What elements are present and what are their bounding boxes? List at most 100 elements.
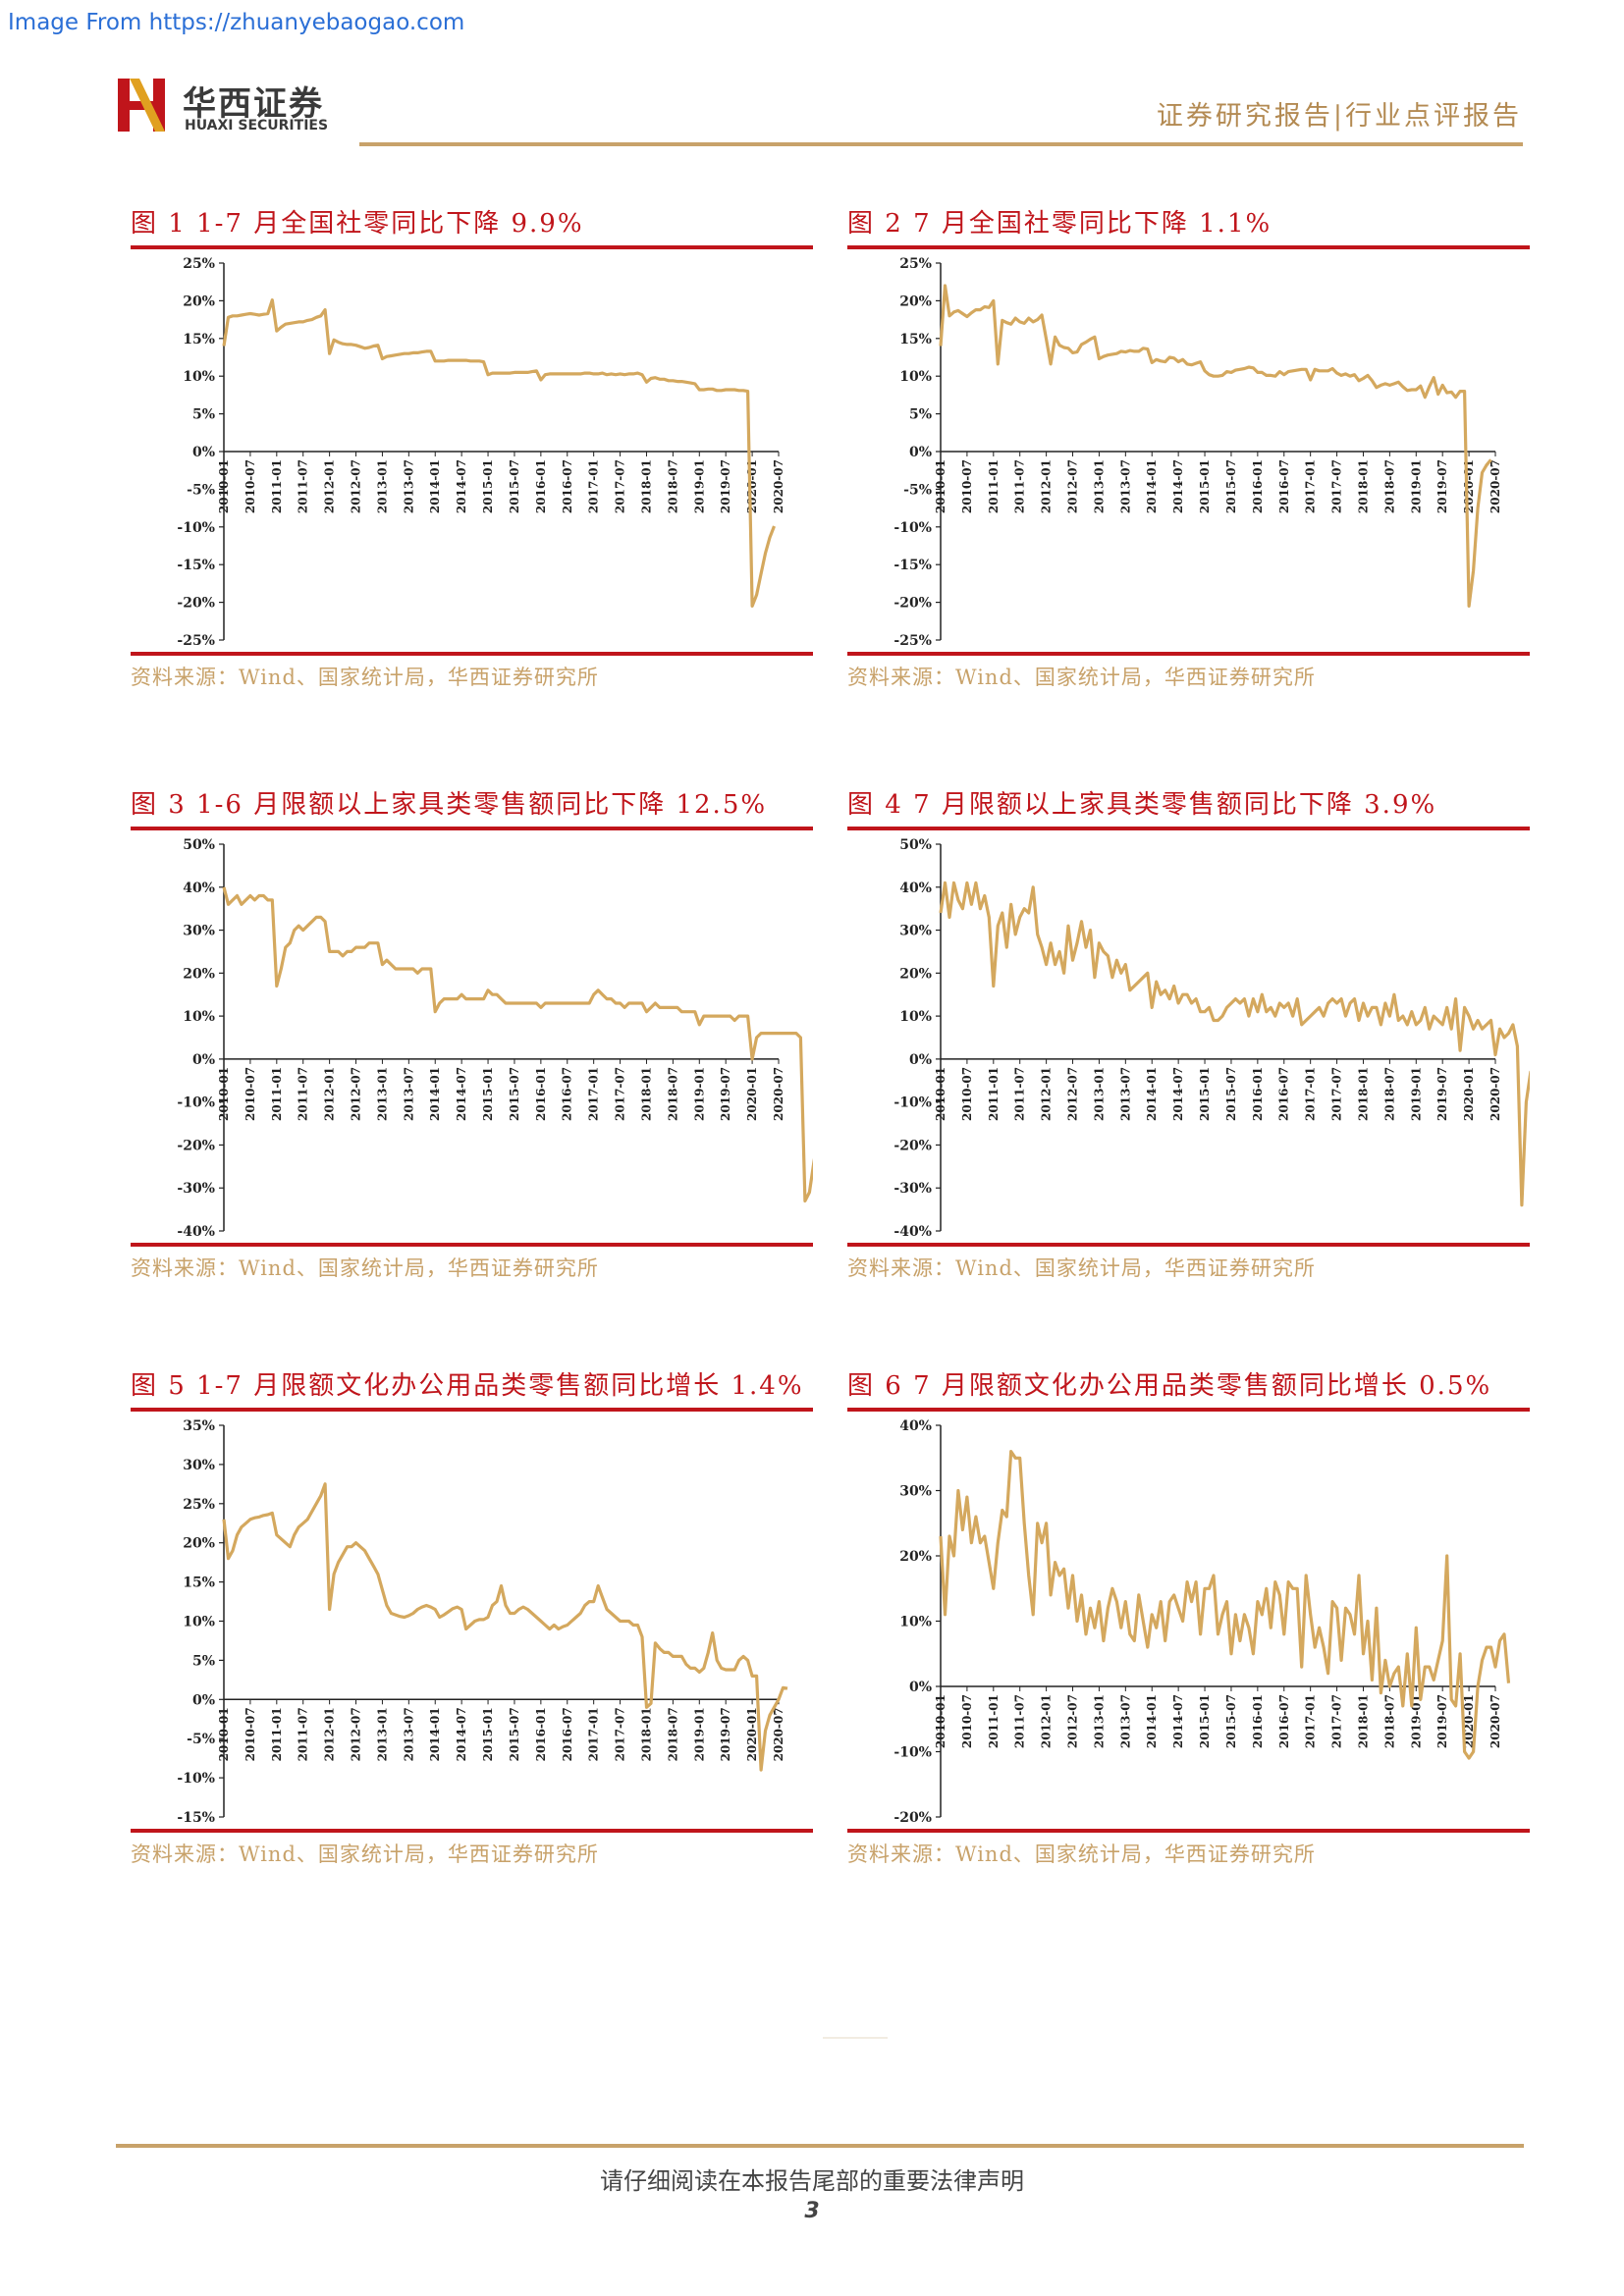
x-tick-label: 2017-07 <box>1330 459 1344 513</box>
x-tick-label: 2018-07 <box>666 459 679 513</box>
x-tick-label: 2019-07 <box>1435 1694 1449 1748</box>
y-tick-label: 50% <box>183 837 215 853</box>
y-tick-label: -10% <box>893 1095 932 1111</box>
figure-top-rule <box>131 245 813 249</box>
x-tick-label: 2012-07 <box>1066 459 1080 513</box>
y-tick-label: 0% <box>192 1692 215 1708</box>
x-tick-label: 2011-01 <box>987 1067 1001 1121</box>
x-tick-label: 2016-01 <box>1251 459 1265 513</box>
series-line <box>222 886 813 1202</box>
x-tick-label: 2015-07 <box>508 1707 521 1761</box>
x-tick-label: 2012-07 <box>350 459 363 513</box>
x-tick-label: 2020-01 <box>745 1067 759 1121</box>
x-tick-label: 2011-07 <box>1013 1694 1027 1748</box>
x-tick-label: 2017-07 <box>1330 1067 1344 1121</box>
x-tick-label: 2019-01 <box>1409 1694 1423 1748</box>
figure-top-rule <box>131 827 813 830</box>
chart-figure-5: 35% 30% 25% 20% 15% 10% 5% 0% -5% -10% -15% 2010-01… <box>177 1418 788 1826</box>
x-tick-label: 2011-01 <box>270 1707 284 1761</box>
x-tick-label: 2013-07 <box>1118 1694 1132 1748</box>
y-tick-label: 10% <box>899 369 932 385</box>
y-tick-label: 35% <box>183 1418 215 1434</box>
x-tick-label: 2010-01 <box>934 1694 947 1748</box>
figure-1: 图 1 1-7 月全国社零同比下降 9.9% 25% 20% 15% 10% 5% 0% -… <box>131 206 813 691</box>
x-tick-label: 2010-07 <box>960 459 974 513</box>
figure-top-rule <box>847 1408 1530 1412</box>
x-tick-label: 2020-07 <box>772 459 785 513</box>
y-tick-label: 0% <box>909 1680 932 1695</box>
figure-2: 图 2 7 月全国社零同比下降 1.1% 25% 20% 15% 10% 5% 0% -5%… <box>847 206 1530 691</box>
x-tick-label: 2013-01 <box>1092 459 1106 513</box>
y-tick-label: -15% <box>177 558 215 573</box>
x-tick-label: 2014-01 <box>428 459 442 513</box>
y-tick-label: 20% <box>899 294 932 309</box>
logo-text-cn: 华西证券 <box>183 84 324 124</box>
y-tick-label: -40% <box>893 1224 932 1240</box>
x-tick-label: 2014-07 <box>1171 459 1185 513</box>
x-tick-label: 2015-01 <box>481 459 495 513</box>
series-line <box>222 1482 788 1772</box>
x-tick-label: 2019-01 <box>692 459 706 513</box>
y-tick-label: -10% <box>177 1771 215 1787</box>
y-tick-label: 30% <box>899 924 932 939</box>
legal-disclaimer: 请仔细阅读在本报告尾部的重要法律声明 <box>600 2167 1024 2195</box>
y-tick-label: 15% <box>183 332 215 347</box>
footer-divider <box>116 2144 1524 2148</box>
y-tick-label: 40% <box>183 881 215 896</box>
x-tick-label: 2010-07 <box>244 1707 257 1761</box>
figure-top-rule <box>847 827 1530 830</box>
x-tick-label: 2020-07 <box>772 1707 785 1761</box>
y-tick-label: 20% <box>183 1536 215 1552</box>
x-tick-label: 2016-07 <box>561 459 574 513</box>
figure-source: 资料来源：Wind、国家统计局，华西证券研究所 <box>847 666 1316 689</box>
x-tick-label: 2017-01 <box>1304 1694 1318 1748</box>
figure-top-rule <box>131 1408 813 1412</box>
x-tick-label: 2012-07 <box>1066 1067 1080 1121</box>
y-tick-label: 40% <box>899 881 932 896</box>
y-tick-label: 25% <box>183 256 215 272</box>
x-tick-label: 2014-01 <box>428 1707 442 1761</box>
y-tick-label: -30% <box>893 1181 932 1197</box>
y-tick-label: -30% <box>177 1181 215 1197</box>
x-tick-label: 2015-07 <box>1224 459 1238 513</box>
x-tick-label: 2015-01 <box>481 1067 495 1121</box>
series-line <box>939 284 1492 608</box>
x-tick-label: 2013-01 <box>1092 1067 1106 1121</box>
y-tick-label: 30% <box>183 1458 215 1473</box>
y-tick-label: 10% <box>899 1009 932 1025</box>
x-tick-label: 2010-01 <box>934 1067 947 1121</box>
x-tick-label: 2019-07 <box>1435 459 1449 513</box>
x-tick-label: 2018-07 <box>666 1707 679 1761</box>
x-tick-label: 2018-01 <box>1356 1694 1370 1748</box>
x-tick-label: 2014-01 <box>1145 1067 1159 1121</box>
source-banner[interactable]: Image From https://zhuanyebaogao.com <box>8 10 465 35</box>
x-tick-label: 2018-01 <box>1356 1067 1370 1121</box>
y-tick-label: -15% <box>893 558 932 573</box>
x-tick-label: 2013-07 <box>402 459 415 513</box>
x-tick-label: 2018-07 <box>1382 1694 1396 1748</box>
x-tick-label: 2014-01 <box>1145 1694 1159 1748</box>
chart-figure-4: 50% 40% 30% 20% 10% 0% -10% -20% -30% -40% 2010-01… <box>893 837 1530 1240</box>
x-tick-label: 2018-07 <box>666 1067 679 1121</box>
x-tick-label: 2016-01 <box>1251 1067 1265 1121</box>
x-tick-label: 2019-07 <box>719 1067 732 1121</box>
figure-title: 图 4 7 月限额以上家具类零售额同比下降 3.9% <box>847 790 1437 820</box>
x-tick-label: 2016-07 <box>1277 1694 1291 1748</box>
x-tick-label: 2019-07 <box>719 459 732 513</box>
y-tick-label: -15% <box>177 1810 215 1826</box>
x-tick-label: 2017-01 <box>587 1067 601 1121</box>
x-tick-label: 2019-07 <box>1435 1067 1449 1121</box>
y-tick-label: 25% <box>183 1497 215 1513</box>
x-tick-label: 2014-07 <box>455 1067 468 1121</box>
x-tick-label: 2010-07 <box>960 1067 974 1121</box>
x-tick-label: 2013-07 <box>402 1067 415 1121</box>
x-tick-label: 2015-01 <box>481 1707 495 1761</box>
x-tick-label: 2017-01 <box>1304 459 1318 513</box>
x-tick-label: 2016-07 <box>561 1707 574 1761</box>
y-tick-label: -20% <box>893 1138 932 1153</box>
x-tick-label: 2012-01 <box>323 459 337 513</box>
y-tick-label: 40% <box>899 1418 932 1434</box>
y-tick-label: -25% <box>177 633 215 649</box>
x-tick-label: 2011-07 <box>1013 1067 1027 1121</box>
x-tick-label: 2010-01 <box>934 459 947 513</box>
